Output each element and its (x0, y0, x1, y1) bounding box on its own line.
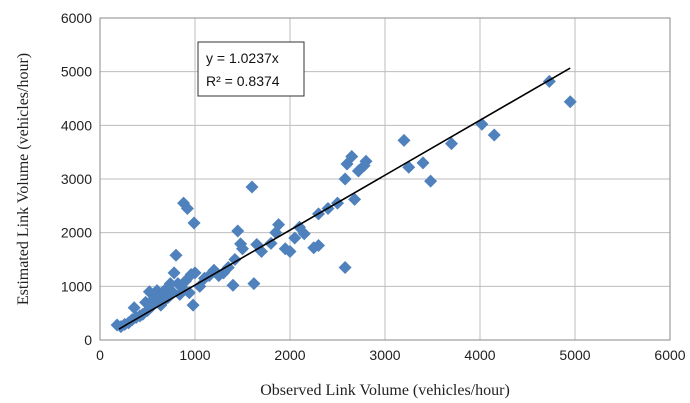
data-point (445, 137, 458, 151)
x-axis-title: Observed Link Volume (vehicles/hour) (260, 382, 510, 399)
data-point (416, 156, 430, 170)
data-point (247, 277, 261, 291)
y-tick-label: 1000 (61, 278, 92, 294)
x-tick-label: 4000 (464, 347, 495, 363)
data-point (236, 242, 249, 256)
data-point (345, 149, 359, 163)
data-point (228, 253, 242, 266)
data-point (188, 266, 202, 280)
y-axis-title: Estimated Link Volume (vehicles/hour) (15, 53, 32, 305)
data-point (338, 261, 352, 275)
x-tick-label: 5000 (559, 347, 590, 363)
data-point (186, 298, 200, 312)
tick-labels: 0 1000 2000 3000 4000 5000 6000 0 1000 2000 3000 40… (61, 10, 686, 363)
y-tick-label: 3000 (61, 171, 92, 187)
data-point (167, 266, 181, 280)
data-point (180, 202, 194, 216)
y-tick-label: 0 (84, 332, 92, 348)
data-point (283, 244, 297, 258)
data-point (338, 172, 352, 186)
data-point (127, 301, 141, 315)
y-tick-label: 5000 (61, 64, 92, 80)
equation-box-border (197, 41, 305, 97)
trendline-equation: y = 1.0237x (206, 50, 279, 66)
data-point (348, 192, 362, 206)
data-point (424, 174, 438, 188)
y-tick-label: 2000 (61, 225, 92, 241)
data-point (563, 95, 577, 109)
data-point (288, 231, 302, 245)
y-tick-label: 6000 (61, 10, 92, 26)
data-point (397, 133, 411, 147)
x-tick-label: 6000 (654, 347, 685, 363)
plot-frame (99, 17, 671, 341)
data-point (231, 224, 245, 238)
data-point (226, 278, 240, 292)
y-tick-label: 4000 (61, 117, 92, 133)
data-point (359, 154, 373, 168)
data-point (245, 180, 259, 194)
data-point (297, 227, 311, 241)
data-point (402, 160, 416, 174)
x-tick-label: 1000 (179, 347, 210, 363)
x-tick-label: 2000 (274, 347, 305, 363)
data-point (169, 248, 183, 262)
trendline (118, 67, 571, 330)
data-point (272, 218, 286, 232)
equation-box: y = 1.0237x R² = 0.8374 (197, 41, 305, 97)
data-point (312, 239, 325, 253)
x-tick-label: 3000 (369, 347, 400, 363)
data-point (187, 216, 201, 230)
data-point (487, 128, 501, 142)
x-tick-label: 0 (96, 347, 104, 363)
r-squared-label: R² = 0.8374 (206, 73, 280, 89)
